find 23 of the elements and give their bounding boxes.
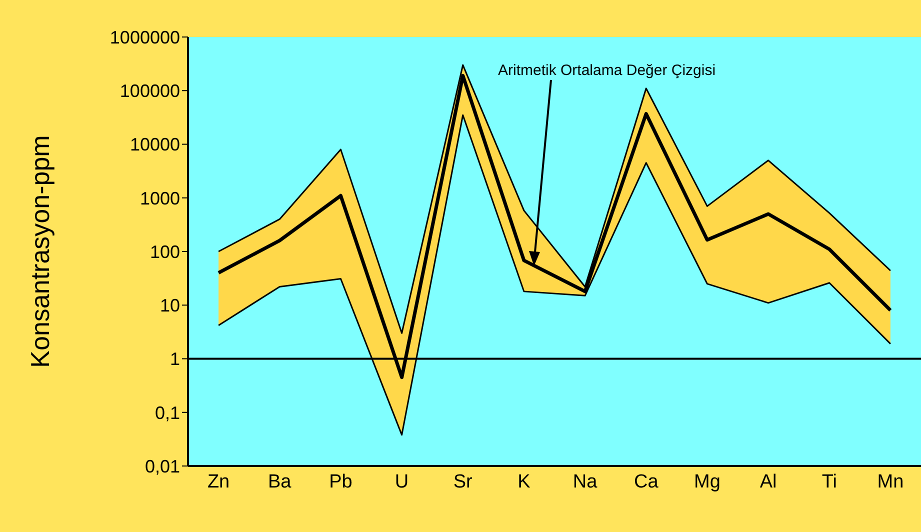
y-tick-label: 10	[160, 296, 180, 316]
x-tick-label: Na	[572, 471, 598, 492]
x-tick-label: Ti	[822, 471, 837, 492]
x-tick-label: K	[518, 471, 531, 492]
y-tick-label: 10000	[130, 134, 180, 155]
x-tick-label: Sr	[453, 471, 474, 492]
y-tick-label: 1000000	[110, 27, 180, 48]
y-tick-label: 0,01	[144, 456, 180, 476]
x-tick-label: Zn	[207, 471, 230, 492]
y-tick-label: 0,1	[154, 402, 180, 423]
x-tick-label: Mg	[694, 471, 720, 492]
y-tick-label: 1000	[140, 188, 180, 208]
y-tick-label: 100	[150, 242, 180, 262]
x-tick-label: U	[394, 471, 409, 492]
x-tick-label: Ba	[268, 471, 292, 492]
x-tick-label: Al	[760, 471, 777, 492]
y-tick-label: 100000	[120, 81, 180, 102]
y-tick-label: 1	[170, 349, 180, 370]
annotation: Aritmetik Ortalama Değer Çizgisi	[498, 62, 716, 79]
x-tick-label: Mn	[877, 471, 904, 492]
x-tick-label: Pb	[329, 471, 352, 492]
x-tick-label: Ca	[634, 471, 659, 492]
y-axis-title: Konsantrasyon-ppm	[25, 135, 56, 368]
